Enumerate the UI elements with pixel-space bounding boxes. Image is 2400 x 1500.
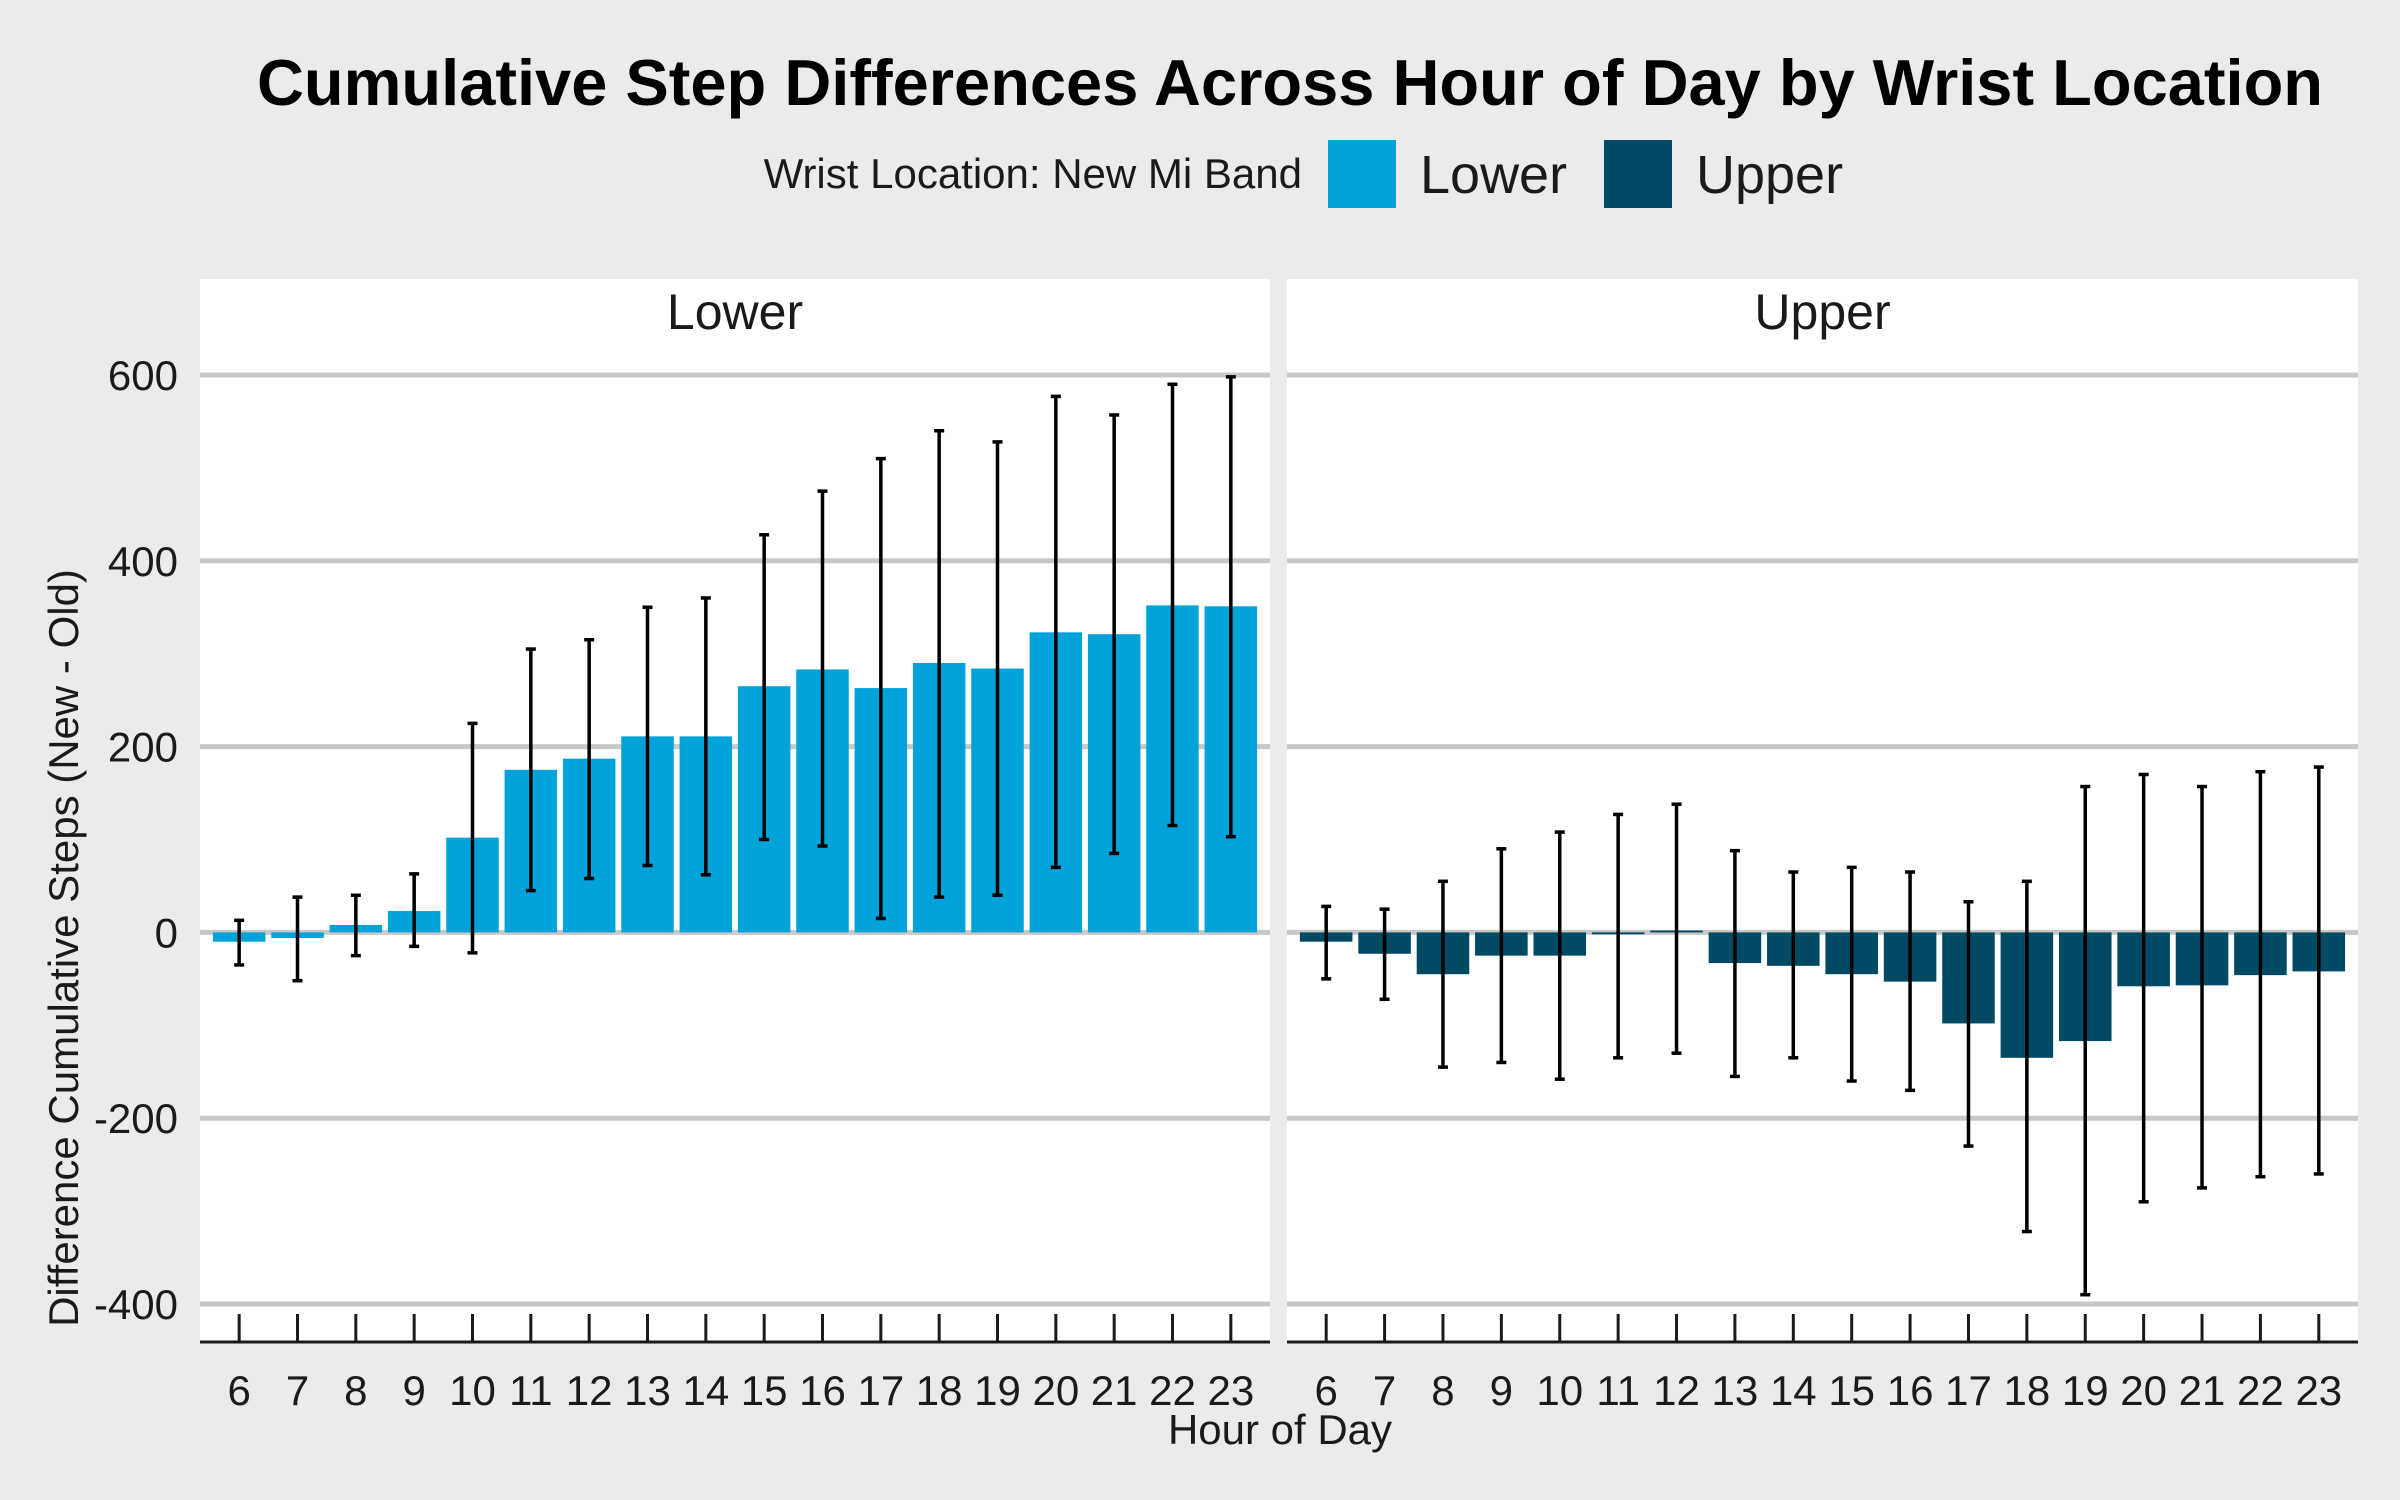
x-tick-label-upper-15: 15 (1828, 1367, 1875, 1414)
x-tick-label-lower-10: 10 (449, 1367, 496, 1414)
facet-label-upper: Upper (1754, 284, 1890, 340)
x-tick-label-upper-16: 16 (1887, 1367, 1934, 1414)
x-tick-label-upper-18: 18 (2004, 1367, 2051, 1414)
x-tick-label-upper-11: 11 (1596, 1367, 1640, 1414)
x-tick-label-lower-23: 23 (1207, 1367, 1254, 1414)
x-tick-label-upper-14: 14 (1770, 1367, 1817, 1414)
x-tick-label-lower-15: 15 (741, 1367, 788, 1414)
x-tick-label-lower-7: 7 (286, 1367, 309, 1414)
y-tick-label-600: 600 (108, 352, 178, 399)
x-tick-label-lower-20: 20 (1032, 1367, 1079, 1414)
x-tick-label-lower-17: 17 (857, 1367, 904, 1414)
legend-swatch-upper (1604, 140, 1672, 208)
legend: Wrist Location: New Mi Band Lower Upper (764, 140, 1843, 208)
x-tick-label-upper-6: 6 (1315, 1367, 1338, 1414)
legend-label-lower: Lower (1420, 145, 1567, 205)
y-tick-label-200: 200 (108, 724, 178, 771)
x-tick-label-lower-11: 11 (509, 1367, 553, 1414)
x-tick-label-upper-22: 22 (2237, 1367, 2284, 1414)
x-tick-label-lower-21: 21 (1091, 1367, 1138, 1414)
x-tick-label-lower-14: 14 (682, 1367, 729, 1414)
y-tick-label-400: 400 (108, 538, 178, 585)
x-tick-label-lower-22: 22 (1149, 1367, 1196, 1414)
panel-upper (1287, 279, 2358, 1342)
y-tick-label--200: -200 (94, 1095, 178, 1142)
x-tick-label-upper-20: 20 (2120, 1367, 2167, 1414)
y-tick-label-0: 0 (155, 909, 178, 956)
x-tick-label-lower-12: 12 (566, 1367, 613, 1414)
legend-label-upper: Upper (1696, 145, 1843, 205)
facet-label-lower: Lower (667, 284, 803, 340)
x-tick-label-lower-6: 6 (227, 1367, 250, 1414)
x-tick-label-upper-7: 7 (1373, 1367, 1396, 1414)
x-tick-label-upper-13: 13 (1712, 1367, 1759, 1414)
y-tick-label--400: -400 (94, 1281, 178, 1328)
x-tick-label-lower-18: 18 (916, 1367, 963, 1414)
x-tick-label-upper-9: 9 (1490, 1367, 1513, 1414)
x-tick-label-upper-10: 10 (1536, 1367, 1583, 1414)
x-tick-label-upper-23: 23 (2295, 1367, 2342, 1414)
x-tick-label-lower-8: 8 (344, 1367, 367, 1414)
x-tick-label-upper-17: 17 (1945, 1367, 1992, 1414)
x-tick-label-lower-19: 19 (974, 1367, 1021, 1414)
x-tick-label-upper-21: 21 (2179, 1367, 2226, 1414)
legend-title: Wrist Location: New Mi Band (764, 150, 1302, 197)
x-tick-label-lower-16: 16 (799, 1367, 846, 1414)
x-tick-label-upper-19: 19 (2062, 1367, 2109, 1414)
y-axis-label: Difference Cumulative Steps (New - Old) (40, 569, 87, 1327)
x-tick-label-upper-12: 12 (1653, 1367, 1700, 1414)
x-tick-label-lower-13: 13 (624, 1367, 671, 1414)
legend-swatch-lower (1328, 140, 1396, 208)
chart-title: Cumulative Step Differences Across Hour … (257, 46, 2323, 119)
x-tick-label-lower-9: 9 (402, 1367, 425, 1414)
x-axis-label: Hour of Day (1168, 1406, 1392, 1453)
x-tick-label-upper-8: 8 (1431, 1367, 1454, 1414)
